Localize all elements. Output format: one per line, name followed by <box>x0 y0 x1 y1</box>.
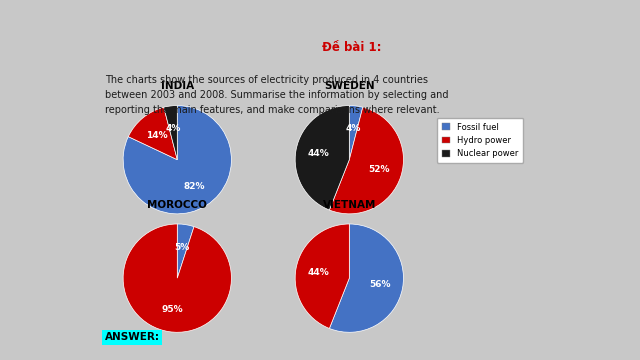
Title: MOROCCO: MOROCCO <box>147 200 207 210</box>
Wedge shape <box>330 224 403 332</box>
Title: VIETNAM: VIETNAM <box>323 200 376 210</box>
Wedge shape <box>123 105 232 214</box>
Text: 4%: 4% <box>346 124 361 133</box>
Text: 4%: 4% <box>166 124 181 133</box>
Wedge shape <box>330 107 403 214</box>
Wedge shape <box>295 224 349 328</box>
Text: 82%: 82% <box>183 182 205 191</box>
Wedge shape <box>164 105 177 160</box>
Legend: Fossil fuel, Hydro power, Nuclear power: Fossil fuel, Hydro power, Nuclear power <box>437 118 523 163</box>
Wedge shape <box>123 224 232 332</box>
Text: 44%: 44% <box>308 149 330 158</box>
Text: 5%: 5% <box>175 243 190 252</box>
Text: 52%: 52% <box>369 165 390 174</box>
Text: Đề bài 1:: Đề bài 1: <box>323 41 381 54</box>
Text: 95%: 95% <box>161 305 183 314</box>
Text: 44%: 44% <box>308 268 330 277</box>
Title: INDIA: INDIA <box>161 81 194 91</box>
Wedge shape <box>128 107 177 160</box>
Wedge shape <box>177 224 194 278</box>
Title: SWEDEN: SWEDEN <box>324 81 374 91</box>
Text: ANSWER:: ANSWER: <box>105 332 160 342</box>
Text: The charts show the sources of electricity produced in 4 countries
between 2003 : The charts show the sources of electrici… <box>105 75 448 115</box>
Text: 14%: 14% <box>147 131 168 140</box>
Text: 56%: 56% <box>369 279 391 288</box>
Wedge shape <box>295 105 349 210</box>
Wedge shape <box>349 105 363 160</box>
